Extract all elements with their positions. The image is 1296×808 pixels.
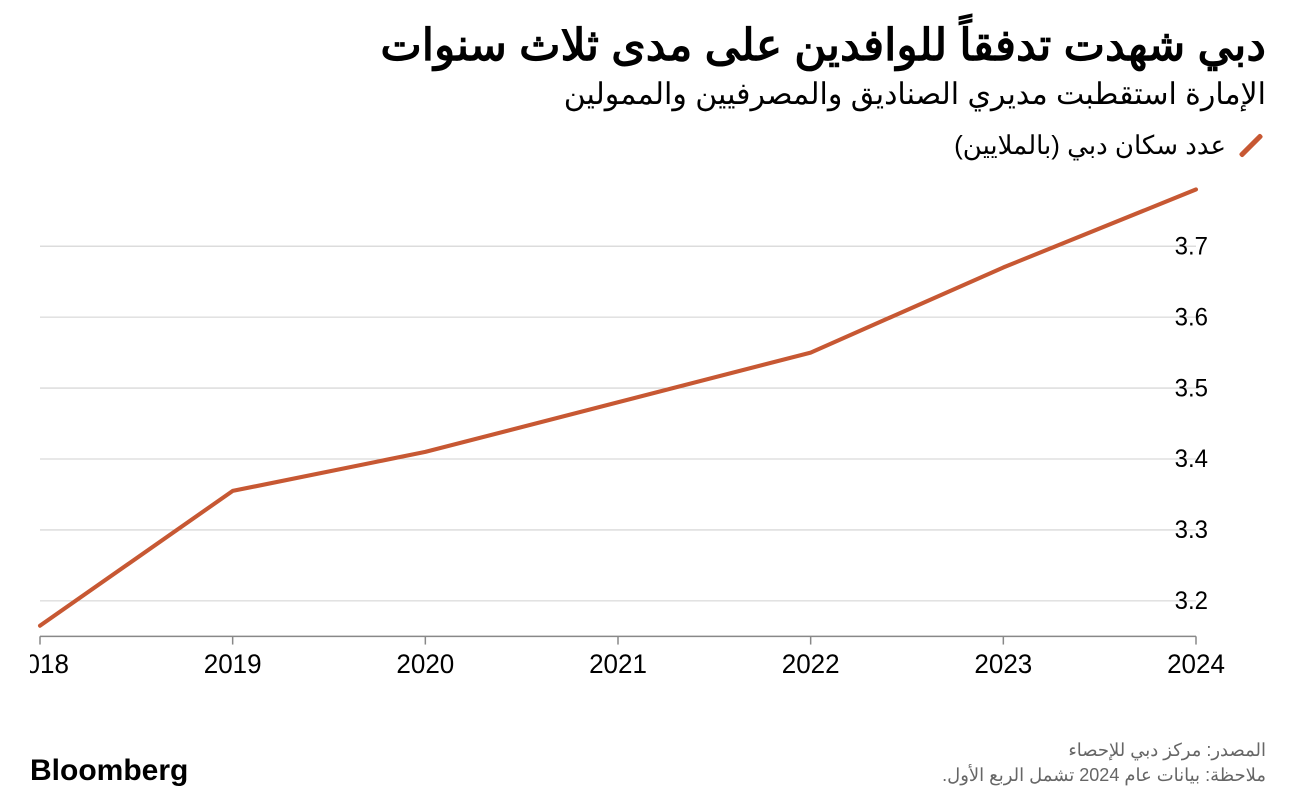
svg-text:3.7: 3.7 bbox=[1175, 233, 1208, 260]
chart-title: دبي شهدت تدفقاً للوافدين على مدى ثلاث سن… bbox=[30, 20, 1266, 73]
svg-text:2023: 2023 bbox=[974, 649, 1032, 679]
note-text: ملاحظة: بيانات عام 2024 تشمل الربع الأول… bbox=[942, 763, 1266, 788]
svg-text:2021: 2021 bbox=[589, 649, 647, 679]
svg-text:3.2: 3.2 bbox=[1175, 588, 1208, 615]
svg-text:3.4: 3.4 bbox=[1175, 446, 1208, 473]
svg-text:3.6: 3.6 bbox=[1175, 304, 1208, 331]
brand-logo: Bloomberg bbox=[30, 754, 188, 788]
svg-text:2022: 2022 bbox=[782, 649, 840, 679]
svg-text:3.3: 3.3 bbox=[1175, 517, 1208, 544]
legend-swatch bbox=[1239, 133, 1264, 158]
svg-text:2019: 2019 bbox=[204, 649, 262, 679]
svg-text:2018: 2018 bbox=[30, 649, 69, 679]
svg-text:3.5: 3.5 bbox=[1175, 375, 1208, 402]
chart-area: 3.2 3.3 3.4 3.5 3.6 3.7 2018 2019 2020 2021 2022 20… bbox=[30, 165, 1266, 698]
source-text: المصدر: مركز دبي للإحصاء bbox=[942, 738, 1266, 763]
chart-subtitle: الإمارة استقطبت مديري الصناديق والمصرفيي… bbox=[30, 77, 1266, 112]
svg-text:2024: 2024 bbox=[1167, 649, 1225, 679]
legend-label: عدد سكان دبي (بالملايين) bbox=[954, 130, 1226, 161]
svg-text:2020: 2020 bbox=[396, 649, 454, 679]
legend: عدد سكان دبي (بالملايين) bbox=[30, 130, 1266, 161]
